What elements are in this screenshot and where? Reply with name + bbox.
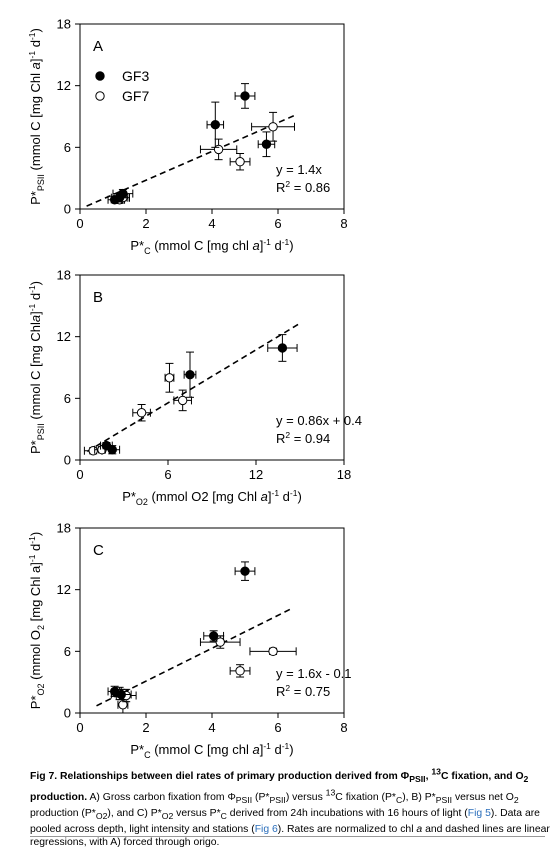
data-point-filled [257, 131, 276, 158]
panel-letter: C [93, 542, 104, 559]
data-point-open [173, 389, 192, 412]
x-tick-label: 0 [76, 216, 83, 231]
data-point-filled [104, 445, 121, 455]
data-point-filled [267, 334, 298, 362]
panel-a: 0 2 4 6 8 0 6 12 18 A GF3 GF7 y = 1.4x R2 = 0.86 P*C (… [27, 17, 348, 257]
data-point-filled [110, 688, 132, 701]
caption-label: Fig 7. Relationships between diel rates … [30, 767, 529, 804]
panel-b: 0 6 12 18 0 6 12 18 By = 0.86x + 0.4 R2 = 0.94 P*O… [27, 268, 362, 508]
point-marker [235, 666, 245, 676]
data-point-open [251, 111, 295, 142]
x-tick-label: 2 [142, 216, 149, 231]
x-tick-label: 18 [337, 467, 351, 482]
legend-marker-gf3 [95, 71, 105, 81]
r-squared: R2 = 0.86 [276, 179, 330, 195]
point-marker [136, 408, 147, 418]
point-marker [107, 445, 117, 455]
point-marker [164, 373, 175, 383]
figure-7: 0 2 4 6 8 0 6 12 18 A GF3 GF7 y = 1.4x R2 = 0.86 P*C (… [27, 17, 362, 761]
point-marker [240, 566, 250, 576]
point-marker [208, 631, 219, 641]
x-tick-label: 12 [249, 467, 263, 482]
y-tick-label: 6 [64, 644, 71, 659]
y-tick-label: 12 [57, 78, 71, 93]
x-tick-label: 2 [142, 720, 149, 735]
plot-frame [79, 274, 345, 461]
point-marker [240, 91, 250, 101]
x-tick-label: 6 [164, 467, 171, 482]
caption-body: A) Gross carbon fixation from ΦPSII (P*P… [30, 787, 550, 849]
regression-line [96, 608, 292, 707]
point-marker [268, 122, 278, 132]
point-marker [215, 637, 225, 647]
y-tick-label: 6 [64, 391, 71, 406]
panel-c: 0 2 4 6 8 0 6 12 18 Cy = 1.6x - 0.1 R2 = 0.75 P*C (… [27, 521, 352, 761]
y-tick-label: 18 [57, 17, 71, 32]
legend-marker-gf7 [95, 91, 105, 101]
point-marker [88, 446, 98, 456]
x-axis-title: P*O2 (mmol O2 [mg Chl a]-1 d-1) [122, 488, 302, 507]
regression-equation: y = 0.86x + 0.4 [276, 413, 362, 428]
y-tick-label: 12 [57, 582, 71, 597]
y-tick-label: 18 [57, 521, 71, 536]
legend-label-gf3: GF3 [122, 68, 149, 84]
caption-divider [30, 836, 545, 837]
point-marker [277, 343, 288, 353]
x-tick-label: 0 [76, 467, 83, 482]
data-point-open [132, 404, 151, 422]
data-point-open [164, 362, 175, 393]
y-axis-title: P*O2 (mmol O2 [mg Chl a]-1 d-1) [27, 532, 46, 709]
regression-line [86, 322, 301, 453]
data-point-open [229, 153, 251, 171]
x-axis-title: P*C (mmol C [mg chl a]-1 d-1) [130, 237, 293, 256]
data-point-filled [112, 188, 134, 199]
x-tick-label: 6 [274, 216, 281, 231]
panel-letter: A [93, 38, 103, 55]
y-axis-title: P*PSII (mmol C [mg Chla]-1 d-1) [27, 281, 46, 454]
y-tick-label: 18 [57, 268, 71, 283]
y-tick-label: 0 [64, 706, 71, 721]
point-marker [185, 369, 195, 380]
panel-letter: B [93, 289, 103, 306]
point-marker [118, 700, 128, 710]
data-point-open [199, 138, 238, 161]
x-tick-label: 4 [208, 720, 215, 735]
regression-equation: y = 1.4x [276, 162, 322, 177]
x-tick-label: 8 [340, 216, 347, 231]
fig6-link[interactable]: Fig 6 [254, 824, 278, 836]
point-marker [116, 689, 126, 700]
fig5-link[interactable]: Fig 5 [467, 808, 491, 820]
y-tick-label: 0 [64, 453, 71, 468]
x-tick-label: 0 [76, 720, 83, 735]
data-point-filled [234, 561, 256, 581]
r-squared: R2 = 0.94 [276, 430, 330, 446]
regression-line [86, 114, 295, 207]
x-tick-label: 8 [340, 720, 347, 735]
r-squared: R2 = 0.75 [276, 683, 330, 699]
point-marker [261, 139, 272, 149]
point-marker [177, 395, 188, 406]
y-tick-label: 6 [64, 140, 71, 155]
legend-label-gf7: GF7 [122, 88, 149, 104]
y-tick-label: 0 [64, 202, 71, 217]
data-point-open [249, 646, 297, 657]
data-point-open [229, 664, 251, 678]
point-marker [235, 157, 245, 167]
x-axis-title: P*C (mmol C [mg chl a]-1 d-1) [130, 741, 293, 760]
data-point-filled [183, 351, 197, 398]
data-point-filled [206, 101, 225, 148]
point-marker [118, 188, 128, 199]
regression-equation: y = 1.6x - 0.1 [276, 666, 352, 681]
point-marker [210, 120, 221, 130]
data-point-filled [203, 630, 225, 642]
data-point-filled [234, 83, 256, 109]
x-tick-label: 6 [274, 720, 281, 735]
y-axis-title: P*PSII (mmol C [mg Chl a]-1 d-1) [27, 28, 46, 205]
point-marker [268, 646, 278, 657]
x-tick-label: 4 [208, 216, 215, 231]
y-tick-label: 12 [57, 329, 71, 344]
